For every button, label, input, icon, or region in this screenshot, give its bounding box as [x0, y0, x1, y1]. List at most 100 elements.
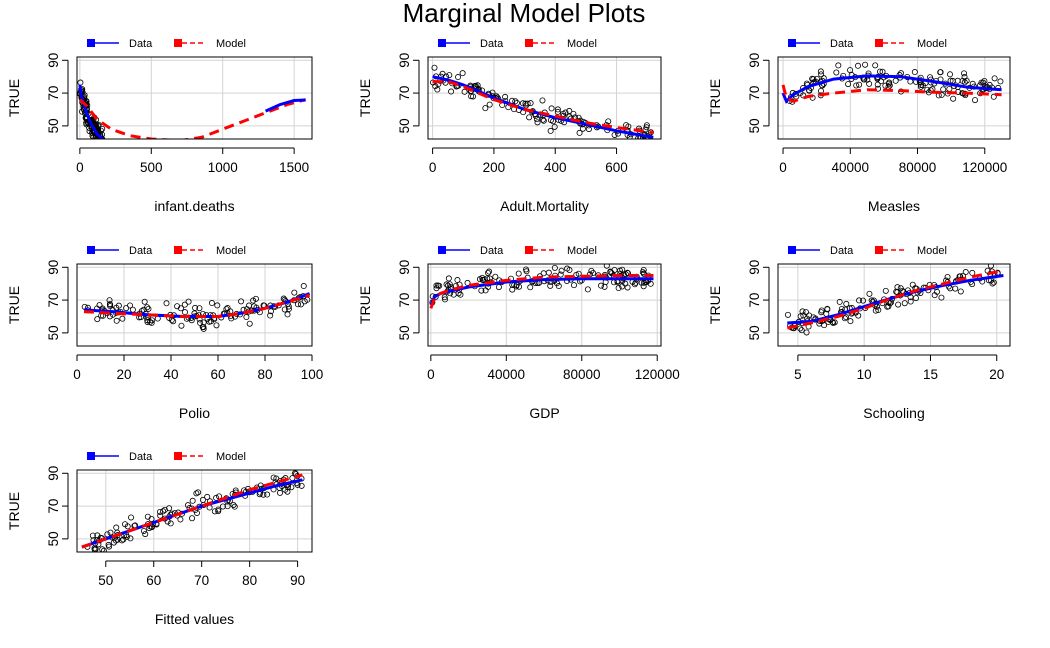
x-tick-label: 0 — [427, 367, 435, 382]
x-tick-label: 80000 — [899, 160, 937, 175]
scatter-point — [797, 325, 804, 332]
scatter-point — [615, 285, 622, 292]
scatter-point — [243, 314, 250, 321]
scatter-point — [611, 131, 618, 138]
model-curve — [786, 269, 1004, 330]
scatter-point — [485, 269, 492, 276]
scatter-point — [940, 86, 947, 93]
scatter-point — [547, 282, 554, 289]
scatter-point — [246, 320, 253, 327]
legend: Data Model — [788, 38, 947, 50]
x-tick-label: 120000 — [635, 367, 680, 382]
y-axis: 50 70 90 — [397, 260, 420, 340]
model-curve — [429, 274, 654, 309]
scatter-point — [938, 294, 945, 301]
scatter-point — [285, 305, 292, 312]
scatter-point — [912, 295, 919, 302]
scatter-point — [866, 290, 873, 297]
scatter-point — [554, 108, 561, 115]
scatter-point — [208, 300, 215, 307]
model-curve — [83, 293, 311, 318]
legend-model-label: Model — [216, 38, 246, 50]
y-tick-label: 70 — [46, 86, 61, 101]
scatter-point — [571, 282, 578, 289]
y-tick-label: 70 — [747, 86, 762, 101]
y-axis-label: TRUE — [6, 492, 22, 530]
scatter-point — [185, 298, 192, 305]
scatter-point — [950, 95, 957, 102]
scatter-point — [495, 284, 502, 291]
scatter-point — [432, 83, 439, 90]
y-tick-label: 50 — [397, 325, 412, 340]
scatter-point — [879, 68, 886, 75]
y-tick-label: 90 — [46, 466, 61, 481]
scatter-point — [291, 289, 298, 296]
scatter-point — [181, 301, 188, 308]
scatter-point — [482, 105, 489, 112]
y-axis: 50 70 90 — [747, 260, 770, 340]
legend-model-label: Model — [917, 38, 947, 50]
model-curve — [432, 80, 654, 134]
scatter-point — [551, 264, 558, 271]
scatter-point — [841, 315, 848, 322]
scatter-point — [174, 303, 181, 310]
x-tick-label: 80 — [242, 573, 257, 588]
data-curve — [429, 277, 654, 306]
legend: Data Model — [438, 38, 597, 50]
scatter-point — [231, 503, 238, 510]
scatter-point — [97, 141, 102, 146]
panel-7: 50 60 70 80 90 Fitted values 50 70 90 TRUE Data Mod… — [6, 451, 313, 627]
scatter-point — [566, 113, 573, 120]
y-tick-label: 70 — [747, 293, 762, 308]
scatter-point — [148, 319, 155, 326]
x-tick-label: 20 — [989, 367, 1004, 382]
scatter-point — [241, 487, 248, 494]
scatter-point — [813, 75, 820, 82]
y-axis-label: TRUE — [707, 286, 723, 324]
y-axis-label: TRUE — [6, 79, 22, 117]
scatter-point — [285, 303, 292, 310]
scatter-point — [492, 273, 499, 280]
y-tick-label: 90 — [397, 260, 412, 275]
scatter-point — [93, 136, 100, 139]
legend: Data Model — [87, 245, 246, 257]
scatter-point — [548, 105, 555, 112]
scatter-point — [224, 503, 231, 510]
x-tick-label: 70 — [194, 573, 209, 588]
scatter-points — [429, 264, 654, 306]
scatter-point — [885, 80, 892, 87]
x-tick-label: 1000 — [208, 160, 238, 175]
scatter-point — [106, 301, 113, 308]
y-axis-label: TRUE — [357, 286, 373, 324]
scatter-point — [450, 291, 457, 298]
scatter-point — [533, 116, 540, 123]
scatter-point — [464, 279, 471, 286]
scatter-point — [566, 107, 573, 114]
scatter-point — [961, 74, 968, 81]
scatter-point — [539, 97, 546, 104]
scatter-point — [824, 305, 831, 312]
x-tick-label: 40000 — [488, 367, 526, 382]
y-tick-label: 70 — [397, 86, 412, 101]
scatter-point — [80, 554, 85, 559]
scatter-point — [539, 116, 546, 123]
y-tick-label: 50 — [397, 118, 412, 133]
scatter-point — [882, 287, 889, 294]
scatter-point — [144, 317, 151, 324]
scatter-point — [185, 502, 192, 509]
scatter-point — [959, 77, 966, 84]
scatter-point — [605, 118, 612, 125]
scatter-point — [442, 296, 449, 303]
scatter-point — [990, 93, 997, 100]
scatter-point — [962, 269, 969, 276]
scatter-point — [562, 109, 569, 116]
x-tick-label: 1500 — [279, 160, 309, 175]
scatter-point — [200, 319, 207, 326]
scatter-point — [77, 79, 84, 86]
legend-model-label: Model — [216, 451, 246, 463]
scatter-point — [981, 77, 988, 84]
scatter-point — [558, 267, 565, 274]
scatter-point — [189, 497, 196, 504]
scatter-point — [238, 298, 245, 305]
scatter-point — [524, 100, 531, 107]
